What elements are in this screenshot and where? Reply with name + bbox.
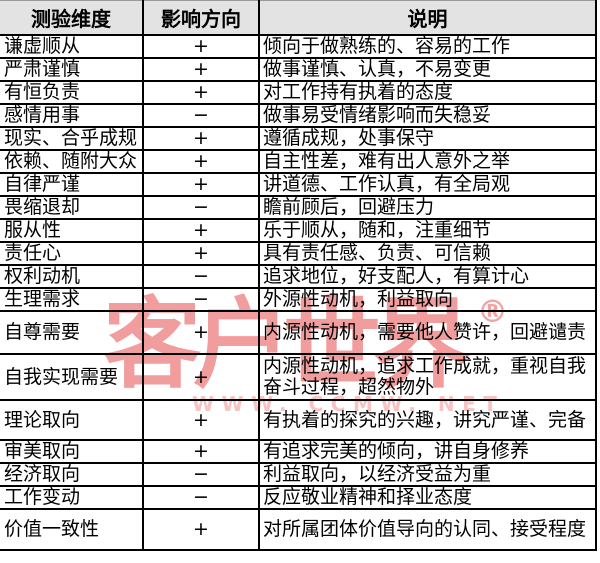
cell-direction: + <box>143 311 260 355</box>
cell-direction: + <box>143 150 260 174</box>
cell-description: 利益取向，以经济受益为重 <box>259 463 597 487</box>
cell-dimension: 感情用事 <box>0 104 144 128</box>
cell-description: 遵循成规，处事保守 <box>259 127 597 151</box>
table-row: 审美取向 + 有追求完美的倾向，讲自身修养 <box>0 440 597 464</box>
table-row: 权利动机 − 追求地位，好支配人，有算计心 <box>0 265 597 289</box>
cell-direction: + <box>143 58 260 82</box>
table-row: 感情用事 − 做事易受情绪影响而失稳妥 <box>0 104 597 128</box>
table-row: 现实、合乎成规 + 遵循成规，处事保守 <box>0 127 597 151</box>
table-row: 价值一致性 + 对所属团体价值导向的认同、接受程度 <box>0 509 597 551</box>
table-row: 谦虚顺从 + 倾向于做熟练的、容易的工作 <box>0 35 597 59</box>
cell-description: 做事谨慎、认真，不易变更 <box>259 58 597 82</box>
cell-description: 内源性动机，追求工作成就，重视自我奋斗过程，超然物外 <box>259 354 597 401</box>
col-header-direction: 影响方向 <box>143 0 260 36</box>
table-row: 服从性 + 乐于顺从，随和，注重细节 <box>0 219 597 243</box>
cell-direction: + <box>143 35 260 59</box>
cell-dimension: 权利动机 <box>0 265 144 289</box>
cell-direction: + <box>143 219 260 243</box>
header-row: 测验维度 影响方向 说明 <box>0 0 597 36</box>
table-row: 经济取向 − 利益取向，以经济受益为重 <box>0 463 597 487</box>
col-header-description: 说明 <box>259 0 597 36</box>
cell-direction: + <box>143 127 260 151</box>
cell-description: 反应敬业精神和择业态度 <box>259 486 597 510</box>
cell-dimension: 审美取向 <box>0 440 144 464</box>
cell-dimension: 自律严谨 <box>0 173 144 197</box>
table-body: 谦虚顺从 + 倾向于做熟练的、容易的工作 严肃谨慎 + 做事谨慎、认真，不易变更 有恒负责 +… <box>0 35 597 551</box>
cell-description: 具有责任感、负责、可信赖 <box>259 242 597 266</box>
cell-description: 有追求完美的倾向，讲自身修养 <box>259 440 597 464</box>
cell-direction: + <box>143 173 260 197</box>
table-row: 工作变动 − 反应敬业精神和择业态度 <box>0 486 597 510</box>
table-row: 生理需求 − 外源性动机，利益取向 <box>0 288 597 312</box>
cell-description: 对工作持有执着的态度 <box>259 81 597 105</box>
cell-direction: − <box>143 104 260 128</box>
cell-dimension: 服从性 <box>0 219 144 243</box>
cell-dimension: 经济取向 <box>0 463 144 487</box>
cell-description: 讲道德、工作认真，有全局观 <box>259 173 597 197</box>
cell-dimension: 依赖、随附大众 <box>0 150 144 174</box>
cell-direction: + <box>143 354 260 401</box>
cell-dimension: 畏缩退却 <box>0 196 144 220</box>
cell-direction: − <box>143 196 260 220</box>
cell-description: 乐于顺从，随和，注重细节 <box>259 219 597 243</box>
table-row: 自律严谨 + 讲道德、工作认真，有全局观 <box>0 173 597 197</box>
cell-dimension: 谦虚顺从 <box>0 35 144 59</box>
table-row: 依赖、随附大众 + 自主性差，难有出人意外之举 <box>0 150 597 174</box>
cell-dimension: 工作变动 <box>0 486 144 510</box>
cell-dimension: 自我实现需要 <box>0 354 144 401</box>
cell-dimension: 价值一致性 <box>0 509 144 551</box>
table-header: 测验维度 影响方向 说明 <box>0 0 597 36</box>
table-row: 有恒负责 + 对工作持有执着的态度 <box>0 81 597 105</box>
cell-description: 瞻前顾后，回避压力 <box>259 196 597 220</box>
cell-direction: + <box>143 440 260 464</box>
table-row: 责任心 + 具有责任感、负责、可信赖 <box>0 242 597 266</box>
cell-direction: + <box>143 242 260 266</box>
cell-direction: − <box>143 265 260 289</box>
cell-direction: + <box>143 509 260 551</box>
cell-dimension: 理论取向 <box>0 400 144 441</box>
cell-description: 追求地位，好支配人，有算计心 <box>259 265 597 289</box>
cell-direction: + <box>143 81 260 105</box>
cell-direction: − <box>143 486 260 510</box>
cell-dimension: 责任心 <box>0 242 144 266</box>
cell-direction: − <box>143 463 260 487</box>
table-row: 畏缩退却 − 瞻前顾后，回避压力 <box>0 196 597 220</box>
table-row: 自我实现需要 + 内源性动机，追求工作成就，重视自我奋斗过程，超然物外 <box>0 354 597 401</box>
cell-dimension: 自尊需要 <box>0 311 144 355</box>
cell-description: 有执着的探究的兴趣，讲究严谨、完备 <box>259 400 597 441</box>
cell-description: 内源性动机，需要他人赞许，回避谴责 <box>259 311 597 355</box>
cell-description: 自主性差，难有出人意外之举 <box>259 150 597 174</box>
cell-direction: − <box>143 288 260 312</box>
cell-description: 倾向于做熟练的、容易的工作 <box>259 35 597 59</box>
table-row: 理论取向 + 有执着的探究的兴趣，讲究严谨、完备 <box>0 400 597 441</box>
table-row: 严肃谨慎 + 做事谨慎、认真，不易变更 <box>0 58 597 82</box>
cell-dimension: 严肃谨慎 <box>0 58 144 82</box>
cell-direction: + <box>143 400 260 441</box>
cell-description: 做事易受情绪影响而失稳妥 <box>259 104 597 128</box>
cell-description: 外源性动机，利益取向 <box>259 288 597 312</box>
cell-dimension: 生理需求 <box>0 288 144 312</box>
cell-description: 对所属团体价值导向的认同、接受程度 <box>259 509 597 551</box>
cell-dimension: 有恒负责 <box>0 81 144 105</box>
test-dimension-table: 测验维度 影响方向 说明 谦虚顺从 + 倾向于做熟练的、容易的工作 严肃谨慎 + 做事谨慎… <box>0 0 597 551</box>
cell-dimension: 现实、合乎成规 <box>0 127 144 151</box>
col-header-dimension: 测验维度 <box>0 0 144 36</box>
table-row: 自尊需要 + 内源性动机，需要他人赞许，回避谴责 <box>0 311 597 355</box>
